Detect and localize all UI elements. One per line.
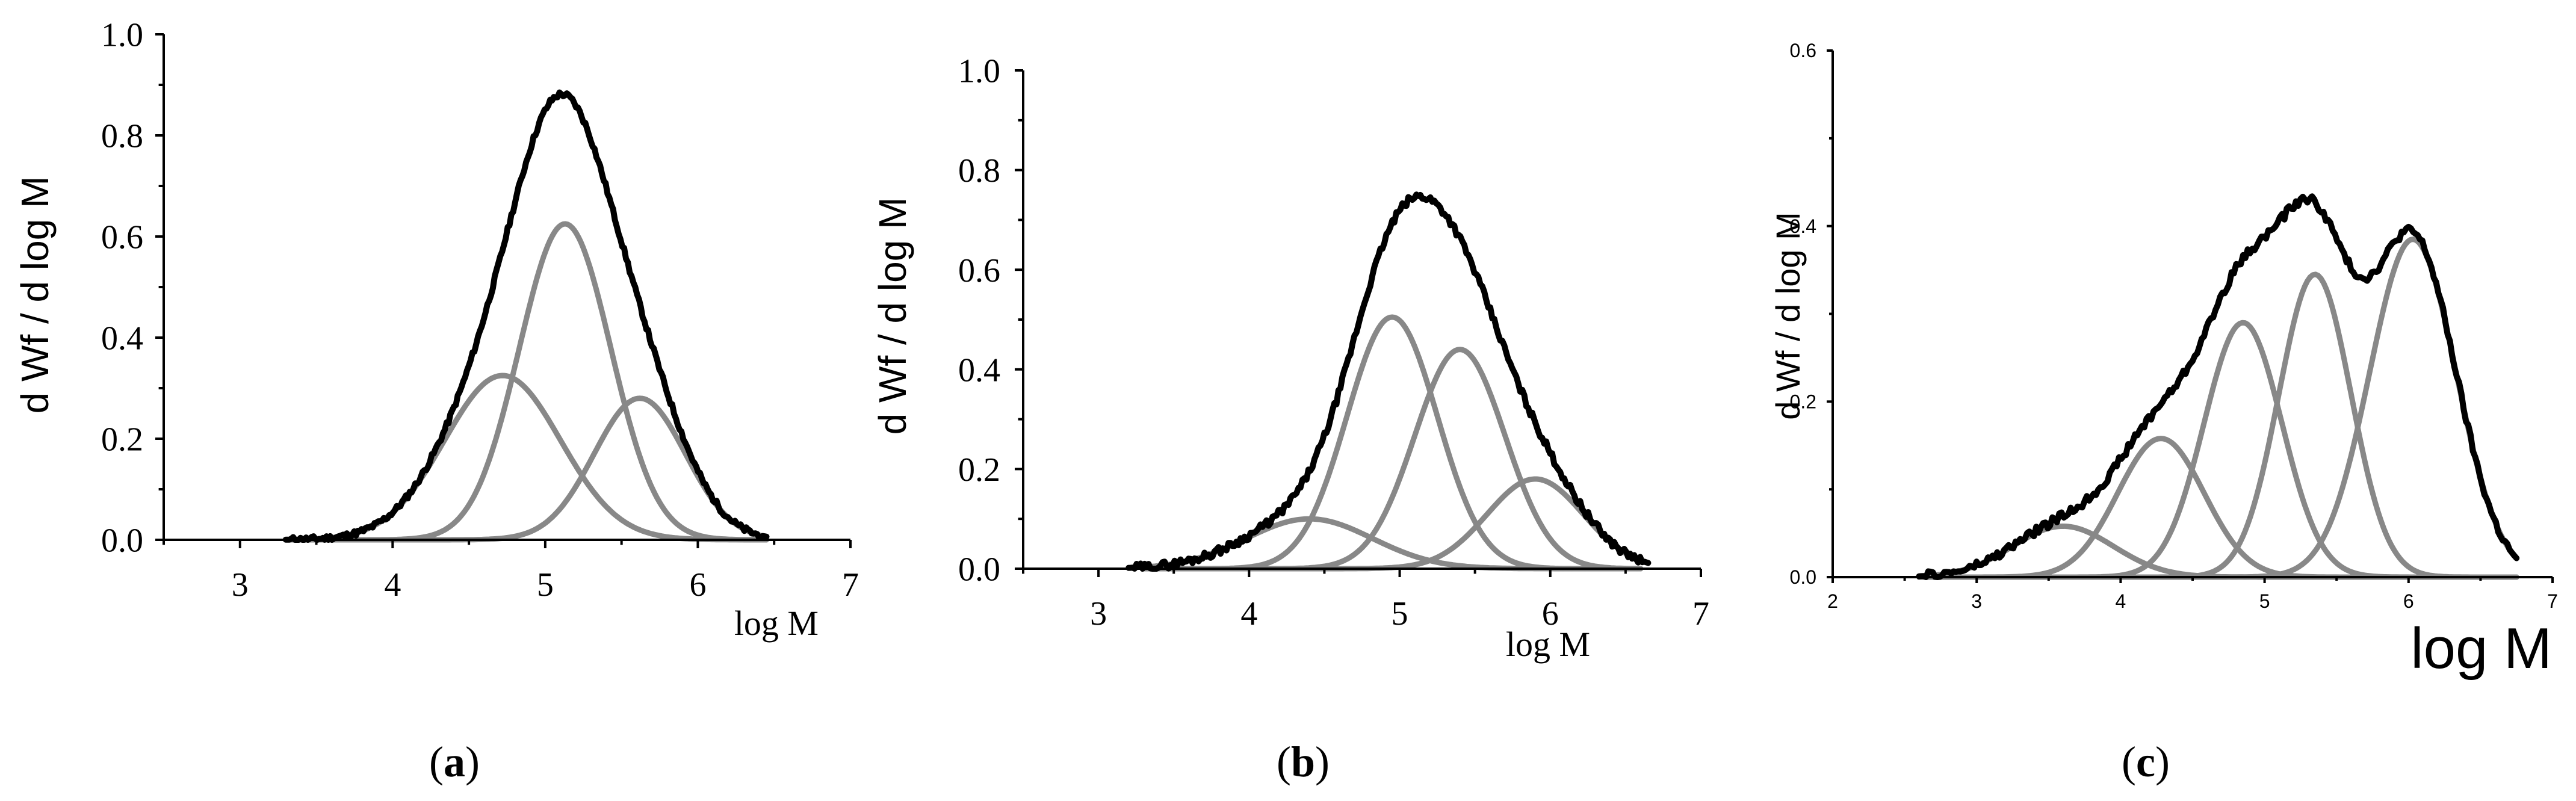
x-tick-label: 4 (384, 566, 401, 604)
y-tick-label: 0.2 (101, 421, 143, 459)
x-tick-label: 4 (1240, 595, 1257, 632)
chart-panel-b: 3 4 5 6 7 0.0 0.2 0.4 0.6 0.8 1.0 d Wf / d log M l… (871, 53, 1709, 786)
x-tick-label: 3 (1090, 595, 1107, 632)
x-tick-label: 7 (1692, 595, 1709, 632)
y-tick-label: 0.0 (1790, 566, 1816, 588)
y-tick-label: 0.4 (101, 320, 143, 357)
x-axis-label: log M (2410, 616, 2552, 681)
y-tick-label: 0.0 (958, 551, 1000, 589)
x-tick-label: 6 (1542, 595, 1559, 632)
x-tick-label: 6 (689, 566, 706, 604)
x-axis-label: log M (734, 604, 819, 643)
x-tick-label: 3 (1971, 590, 1982, 612)
total-curve (1125, 191, 1652, 572)
x-axis-label: log M (1506, 625, 1590, 664)
x-tick-label: 5 (1392, 595, 1408, 632)
y-tick-label: 0.4 (1790, 215, 1816, 237)
y-axis-label: d Wf / d log M (871, 197, 914, 435)
total-curve (1916, 193, 2520, 580)
x-tick-label: 4 (2116, 590, 2126, 612)
y-tick-label: 1.0 (101, 17, 143, 54)
x-tick-label: 7 (2547, 590, 2558, 612)
x-tick-label: 6 (2403, 590, 2414, 612)
y-axis-label: d Wf / d log M (13, 176, 57, 414)
y-tick-label: 0.2 (958, 451, 1000, 489)
x-tick-label: 5 (2259, 590, 2270, 612)
panel-label-c: (c) (2122, 738, 2170, 786)
x-tick-label: 7 (842, 566, 859, 604)
x-tick-label: 5 (537, 566, 554, 604)
y-tick-label: 0.6 (101, 219, 143, 256)
chart-panel-c: 2 3 4 5 6 70.00.20.40.6 d Wf / d log M log M … (1769, 40, 2558, 786)
y-tick-label: 0.8 (101, 118, 143, 155)
y-tick-label: 0.8 (958, 152, 1000, 190)
chart-panel-a: 3 4 5 6 7 0.0 0.2 0.4 0.6 0.8 1.0 d Wf / d log M l… (13, 17, 859, 786)
y-tick-label: 0.2 (1790, 391, 1816, 413)
x-tick-label: 3 (232, 566, 249, 604)
y-axis-label: d Wf / d log M (1769, 212, 1807, 419)
x-tick-label: 2 (1827, 590, 1838, 612)
total-curve (282, 89, 770, 543)
y-tick-label: 0.6 (958, 252, 1000, 289)
panel-label-b: (b) (1277, 738, 1330, 786)
y-tick-label: 0.0 (101, 522, 143, 560)
y-tick-label: 0.6 (1790, 40, 1816, 61)
panel-label-a: (a) (429, 738, 480, 786)
y-tick-label: 1.0 (958, 53, 1000, 90)
y-tick-label: 0.4 (958, 351, 1000, 389)
